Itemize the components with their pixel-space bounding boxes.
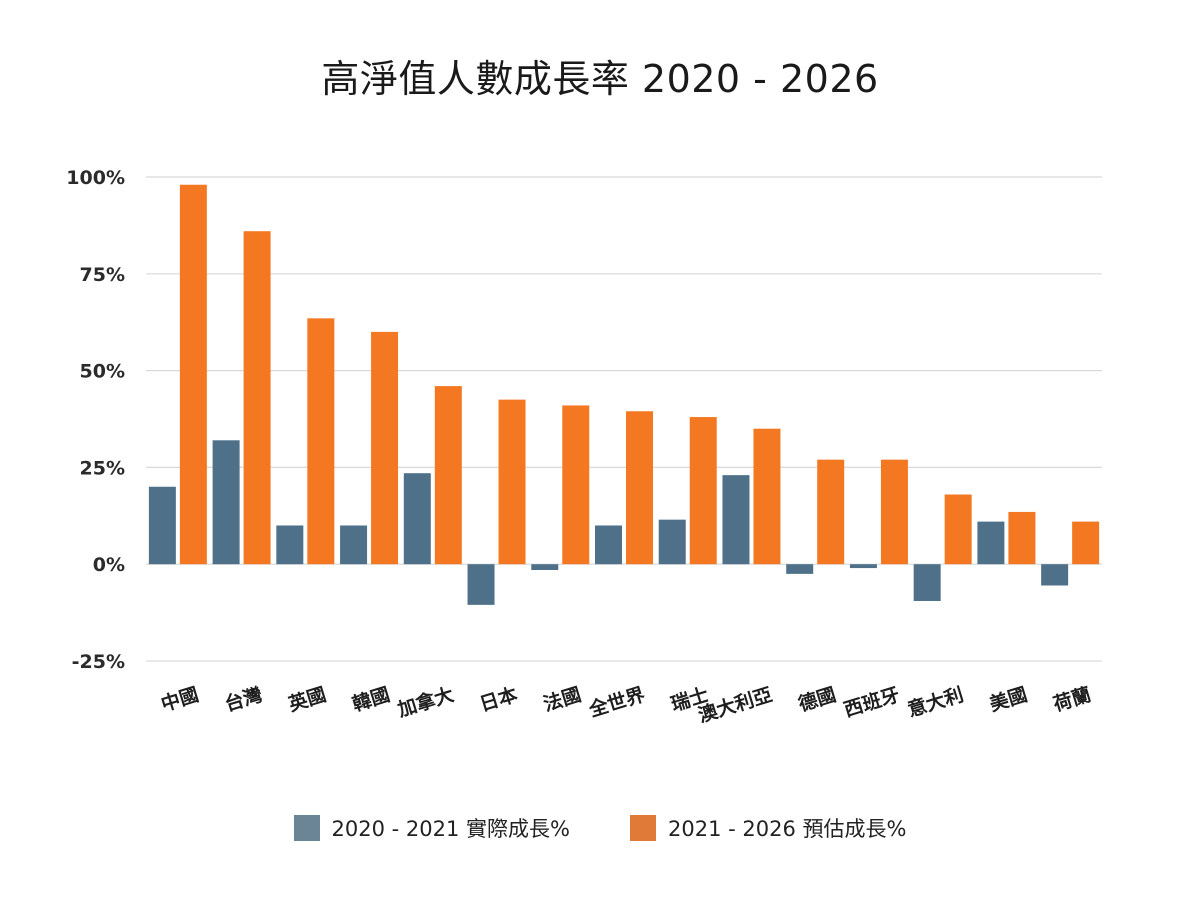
bar-actual-0[interactable] <box>148 486 176 565</box>
bar-actual-7[interactable] <box>595 525 622 565</box>
bar-actual-12[interactable] <box>913 564 941 601</box>
x-category-label: 英國 <box>286 683 329 716</box>
bar-forecast-6[interactable] <box>562 405 590 565</box>
x-category-label: 荷蘭 <box>1051 683 1094 716</box>
x-category-label: 西班牙 <box>841 683 902 722</box>
legend-swatch-actual <box>293 815 320 841</box>
y-tick-label: 75% <box>80 264 125 286</box>
x-category-label: 意大利 <box>905 683 966 722</box>
bar-forecast-8[interactable] <box>689 417 717 565</box>
y-tick-label: 100% <box>66 167 125 189</box>
x-category-label: 法國 <box>541 683 584 716</box>
bar-actual-11[interactable] <box>849 564 877 569</box>
x-category-label: 美國 <box>987 683 1030 716</box>
chart-title: 高淨值人數成長率 2020 - 2026 <box>321 57 879 101</box>
bar-actual-13[interactable] <box>977 521 1005 565</box>
bar-forecast-10[interactable] <box>817 459 845 565</box>
y-tick-label: -25% <box>72 651 125 673</box>
y-tick-label: 0% <box>93 554 125 576</box>
bar-forecast-4[interactable] <box>434 386 462 565</box>
bar-forecast-1[interactable] <box>243 231 271 565</box>
bar-actual-2[interactable] <box>276 525 304 565</box>
bar-actual-4[interactable] <box>403 473 431 565</box>
bar-actual-1[interactable] <box>212 440 240 565</box>
gridlines <box>146 176 1102 662</box>
bar-actual-5[interactable] <box>467 564 495 605</box>
bar-forecast-3[interactable] <box>371 331 399 565</box>
bar-forecast-5[interactable] <box>498 399 526 565</box>
bar-forecast-14[interactable] <box>1072 521 1100 565</box>
y-tick-label: 50% <box>80 361 125 383</box>
bar-actual-10[interactable] <box>786 564 814 574</box>
x-category-label: 韓國 <box>349 683 392 716</box>
x-category-label: 全世界 <box>585 683 647 722</box>
y-tick-label: 25% <box>80 457 125 479</box>
x-category-label: 澳大利亞 <box>696 683 775 727</box>
bar-forecast-0[interactable] <box>179 184 207 565</box>
bar-actual-14[interactable] <box>1041 564 1069 586</box>
bar-actual-6[interactable] <box>531 564 559 571</box>
bar-forecast-13[interactable] <box>1008 511 1036 565</box>
legend-label-forecast: 2021 - 2026 預估成長% <box>668 817 907 841</box>
x-category-label: 德國 <box>796 683 839 716</box>
bars <box>148 184 1100 605</box>
legend: 2020 - 2021 實際成長% 2021 - 2026 預估成長% <box>0 813 1200 843</box>
legend-swatch-forecast <box>630 815 656 841</box>
bar-forecast-2[interactable] <box>307 318 335 565</box>
bar-actual-3[interactable] <box>340 525 368 565</box>
legend-label-actual: 2020 - 2021 實際成長% <box>331 817 570 841</box>
legend-item-actual[interactable]: 2020 - 2021 實際成長% <box>293 813 570 843</box>
bar-forecast-9[interactable] <box>753 428 781 565</box>
x-category-label: 台灣 <box>222 683 265 716</box>
bar-forecast-11[interactable] <box>880 459 908 565</box>
bar-chart: 100% 75% 50% 25% 0% -25% 中國 台灣 英國 韓國 加拿大 日本 法國 全世界 瑞士… <box>66 167 1102 727</box>
bar-forecast-12[interactable] <box>944 494 972 565</box>
bar-actual-8[interactable] <box>658 519 686 565</box>
x-category-label: 加拿大 <box>394 683 456 722</box>
bar-forecast-7[interactable] <box>626 411 653 565</box>
y-axis-ticks: 100% 75% 50% 25% 0% -25% <box>66 167 125 673</box>
legend-item-forecast[interactable]: 2021 - 2026 預估成長% <box>630 813 906 843</box>
bar-actual-9[interactable] <box>722 475 750 565</box>
x-category-label: 中國 <box>158 683 201 716</box>
x-category-label: 日本 <box>477 683 520 716</box>
